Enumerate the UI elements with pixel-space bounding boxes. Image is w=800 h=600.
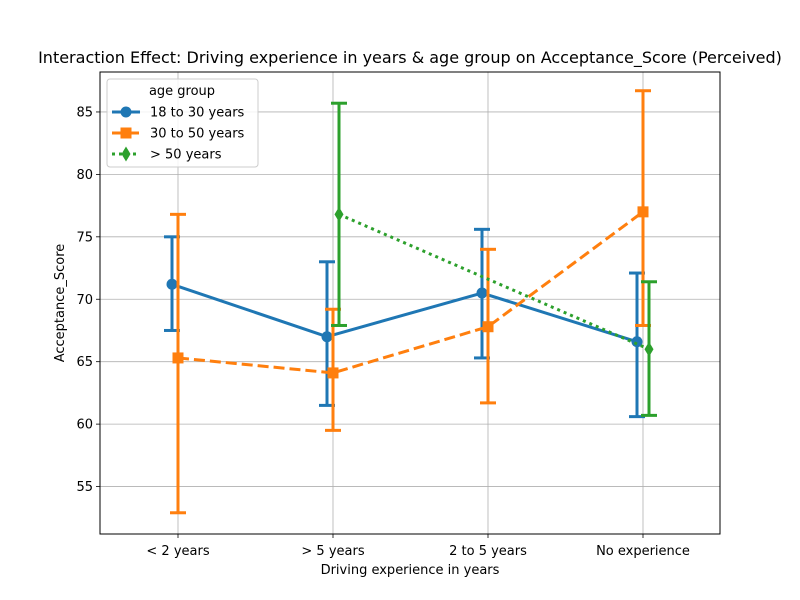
y-tick-label: 65 bbox=[76, 355, 93, 370]
legend-marker bbox=[121, 146, 131, 162]
legend-box bbox=[106, 78, 259, 168]
x-tick-label: < 2 years bbox=[146, 544, 209, 559]
axis-ticks: 55 60 65 70 75 80 85 < 2 years > 5 years 2 to 5 y… bbox=[76, 105, 689, 559]
data-point bbox=[166, 278, 178, 290]
legend-title: age group bbox=[149, 84, 215, 99]
chart-title: Interaction Effect: Driving experience i… bbox=[38, 48, 782, 68]
y-tick-label: 70 bbox=[76, 293, 93, 308]
legend-label: > 50 years bbox=[150, 148, 222, 163]
series-3 bbox=[331, 101, 657, 417]
data-point bbox=[482, 321, 494, 333]
x-tick-label: > 5 years bbox=[301, 544, 364, 559]
data-point bbox=[637, 206, 649, 218]
legend-item-3: > 50 years bbox=[112, 146, 222, 163]
series-2 bbox=[170, 89, 651, 515]
y-tick-label: 85 bbox=[76, 105, 93, 120]
legend-item-2: 30 to 50 years bbox=[112, 127, 245, 142]
plot-series bbox=[164, 89, 657, 515]
data-point bbox=[334, 206, 344, 222]
data-point bbox=[644, 341, 654, 357]
legend-marker bbox=[120, 127, 132, 139]
data-point bbox=[476, 287, 488, 299]
legend-label: 30 to 50 years bbox=[150, 127, 245, 142]
x-tick-label: No experience bbox=[596, 544, 690, 559]
y-tick-label: 60 bbox=[76, 418, 93, 433]
y-tick-label: 75 bbox=[76, 230, 93, 245]
data-point bbox=[172, 352, 184, 364]
y-tick-label: 55 bbox=[76, 480, 93, 495]
x-axis-label: Driving experience in years bbox=[321, 563, 500, 578]
data-point bbox=[631, 336, 643, 348]
series-line bbox=[338, 212, 650, 351]
legend-item-1: 18 to 30 years bbox=[112, 106, 245, 121]
legend-label: 18 to 30 years bbox=[150, 106, 245, 121]
y-tick-label: 80 bbox=[76, 168, 93, 183]
data-point bbox=[327, 367, 339, 379]
error-bar bbox=[170, 212, 186, 515]
x-tick-label: 2 to 5 years bbox=[449, 544, 527, 559]
y-axis-label: Acceptance_Score bbox=[53, 244, 68, 363]
series-line bbox=[171, 282, 638, 344]
data-point bbox=[321, 331, 333, 343]
plot-frame bbox=[99, 71, 721, 535]
legend: age group 18 to 30 years 30 to 50 years > … bbox=[106, 78, 259, 168]
legend-marker bbox=[120, 106, 132, 118]
